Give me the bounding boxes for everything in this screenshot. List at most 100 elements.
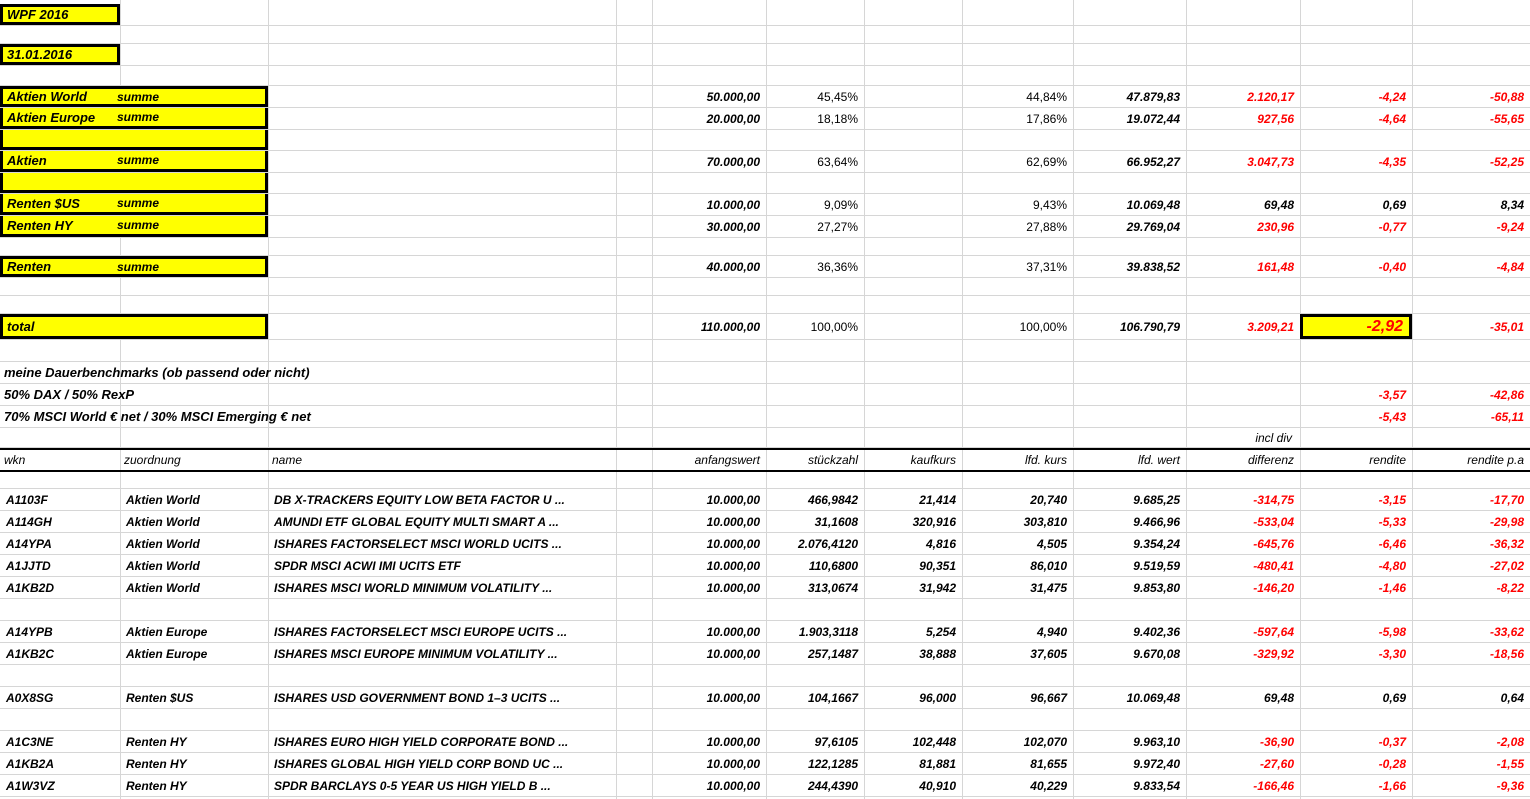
rendite-cell[interactable]: -0,37 [1378, 734, 1406, 749]
stueckzahl-cell[interactable]: 244,4390 [807, 778, 858, 793]
anfangswert-cell[interactable]: 10.000,00 [706, 690, 760, 705]
stueckzahl-pct-cell[interactable]: 100,00% [810, 319, 858, 334]
lfd-kurs-pct-cell[interactable]: 100,00% [1019, 319, 1067, 334]
rendite-pa-cell[interactable]: -65,11 [1490, 409, 1524, 424]
col-header-differenz[interactable]: differenz [1247, 453, 1294, 467]
kaufkurs-cell[interactable]: 90,351 [919, 558, 956, 573]
differenz-cell[interactable]: -27,60 [1259, 756, 1294, 771]
differenz-cell[interactable]: 69,48 [1263, 197, 1294, 212]
name-cell[interactable]: DB X-TRACKERS EQUITY LOW BETA FACTOR U .… [274, 492, 565, 507]
kaufkurs-cell[interactable]: 4,816 [925, 536, 956, 551]
lfd-wert-cell[interactable]: 9.972,40 [1133, 756, 1180, 771]
stueckzahl-cell[interactable]: 257,1487 [807, 646, 858, 661]
summary-label-cell[interactable]: Renten summe [0, 256, 268, 277]
col-header-anfangswert[interactable]: anfangswert [694, 453, 760, 467]
stueckzahl-cell[interactable]: 31,1608 [814, 514, 858, 529]
lfd-kurs-cell[interactable]: 40,229 [1030, 778, 1067, 793]
lfd-wert-cell[interactable]: 19.072,44 [1126, 111, 1180, 126]
differenz-cell[interactable]: -36,90 [1259, 734, 1294, 749]
zuordnung-cell[interactable]: Aktien World [126, 580, 200, 595]
rendite-pa-cell[interactable]: -55,65 [1489, 111, 1524, 126]
kaufkurs-cell[interactable]: 31,942 [919, 580, 956, 595]
lfd-wert-cell[interactable]: 39.838,52 [1126, 259, 1180, 274]
zuordnung-cell[interactable]: Aktien World [126, 536, 200, 551]
rendite-cell[interactable]: -0,77 [1378, 219, 1406, 234]
lfd-wert-cell[interactable]: 9.354,24 [1133, 536, 1180, 551]
name-cell[interactable]: ISHARES MSCI WORLD MINIMUM VOLATILITY ..… [274, 580, 553, 595]
lfd-kurs-pct-cell[interactable]: 17,86% [1026, 111, 1067, 126]
differenz-cell[interactable]: -645,76 [1253, 536, 1294, 551]
stueckzahl-pct-cell[interactable]: 36,36% [817, 259, 858, 274]
rendite-cell[interactable]: -3,57 [1378, 387, 1406, 402]
lfd-wert-cell[interactable]: 47.879,83 [1126, 89, 1180, 104]
name-cell[interactable]: ISHARES FACTORSELECT MSCI EUROPE UCITS .… [274, 624, 568, 639]
rendite-cell[interactable]: -0,40 [1378, 259, 1406, 274]
kaufkurs-cell[interactable]: 40,910 [919, 778, 956, 793]
kaufkurs-cell[interactable]: 5,254 [925, 624, 956, 639]
lfd-wert-cell[interactable]: 29.769,04 [1126, 219, 1180, 234]
wkn-cell[interactable]: A1KB2C [6, 646, 55, 661]
wkn-cell[interactable]: A1C3NE [6, 734, 54, 749]
wkn-cell[interactable]: A1W3VZ [6, 778, 55, 793]
stueckzahl-cell[interactable]: 313,0674 [807, 580, 858, 595]
differenz-cell[interactable]: -533,04 [1253, 514, 1294, 529]
rendite-cell[interactable]: -1,46 [1378, 580, 1406, 595]
lfd-wert-cell[interactable]: 10.069,48 [1126, 690, 1180, 705]
anfangswert-cell[interactable]: 10.000,00 [706, 514, 760, 529]
stueckzahl-pct-cell[interactable]: 45,45% [817, 89, 858, 104]
name-cell[interactable]: AMUNDI ETF GLOBAL EQUITY MULTI SMART A .… [274, 514, 559, 529]
kaufkurs-cell[interactable]: 320,916 [912, 514, 956, 529]
benchmark-label-cell[interactable]: 50% DAX / 50% RexP [4, 387, 135, 402]
lfd-wert-cell[interactable]: 9.963,10 [1133, 734, 1180, 749]
anfangswert-cell[interactable]: 10.000,00 [706, 778, 760, 793]
summary-label-cell[interactable]: Renten $US summe [0, 194, 268, 215]
lfd-wert-cell[interactable]: 66.952,27 [1126, 154, 1180, 169]
lfd-wert-cell[interactable]: 9.670,08 [1133, 646, 1180, 661]
wkn-cell[interactable]: A1KB2D [6, 580, 55, 595]
anfangswert-cell[interactable]: 10.000,00 [706, 646, 760, 661]
lfd-kurs-cell[interactable]: 102,070 [1023, 734, 1067, 749]
col-header-lfd-kurs[interactable]: lfd. kurs [1024, 453, 1067, 467]
lfd-wert-cell[interactable]: 9.833,54 [1133, 778, 1180, 793]
lfd-kurs-cell[interactable]: 31,475 [1030, 580, 1067, 595]
lfd-kurs-cell[interactable]: 20,740 [1030, 492, 1067, 507]
kaufkurs-cell[interactable]: 96,000 [919, 690, 956, 705]
lfd-kurs-pct-cell[interactable]: 27,88% [1026, 219, 1067, 234]
rendite-pa-cell[interactable]: -8,22 [1496, 580, 1524, 595]
stueckzahl-pct-cell[interactable]: 27,27% [817, 219, 858, 234]
differenz-cell[interactable]: -597,64 [1253, 624, 1294, 639]
col-header-kaufkurs[interactable]: kaufkurs [910, 453, 956, 467]
differenz-cell[interactable]: 161,48 [1257, 259, 1294, 274]
lfd-wert-cell[interactable]: 9.853,80 [1133, 580, 1180, 595]
rendite-cell[interactable]: -4,64 [1378, 111, 1406, 126]
summary-label-cell[interactable]: Aktien Europe summe [0, 108, 268, 129]
zuordnung-cell[interactable]: Aktien World [126, 558, 200, 573]
lfd-wert-cell[interactable]: 9.466,96 [1133, 514, 1180, 529]
wkn-cell[interactable]: A14YPA [6, 536, 52, 551]
zuordnung-cell[interactable]: Renten HY [126, 778, 187, 793]
name-cell[interactable]: ISHARES MSCI EUROPE MINIMUM VOLATILITY .… [274, 646, 558, 661]
name-cell[interactable]: SPDR MSCI ACWI IMI UCITS ETF [274, 558, 461, 573]
name-cell[interactable]: ISHARES FACTORSELECT MSCI WORLD UCITS ..… [274, 536, 562, 551]
rendite-pa-cell[interactable]: -2,08 [1496, 734, 1524, 749]
anfangswert-cell[interactable]: 10.000,00 [706, 536, 760, 551]
wkn-cell[interactable]: A1103F [6, 492, 48, 507]
stueckzahl-pct-cell[interactable]: 63,64% [817, 154, 858, 169]
wkn-cell[interactable]: A1KB2A [6, 756, 55, 771]
anfangswert-cell[interactable]: 10.000,00 [706, 580, 760, 595]
rendite-pa-cell[interactable]: -36,32 [1489, 536, 1524, 551]
stueckzahl-pct-cell[interactable]: 18,18% [817, 111, 858, 126]
col-header-rendite-pa[interactable]: rendite p.a [1467, 453, 1524, 467]
rendite-pa-cell[interactable]: -18,56 [1489, 646, 1524, 661]
rendite-pa-cell[interactable]: -50,88 [1489, 89, 1524, 104]
benchmark-title-cell[interactable]: meine Dauerbenchmarks (ob passend oder n… [4, 365, 310, 380]
lfd-wert-cell[interactable]: 9.402,36 [1133, 624, 1180, 639]
stueckzahl-cell[interactable]: 104,1667 [807, 690, 858, 705]
rendite-cell[interactable]: -5,43 [1378, 409, 1406, 424]
anfangswert-cell[interactable]: 10.000,00 [706, 197, 760, 212]
lfd-kurs-cell[interactable]: 4,505 [1036, 536, 1067, 551]
rendite-pa-cell[interactable]: -35,01 [1489, 319, 1524, 334]
lfd-kurs-cell[interactable]: 303,810 [1023, 514, 1067, 529]
wkn-cell[interactable]: A1JJTD [6, 558, 51, 573]
lfd-kurs-pct-cell[interactable]: 62,69% [1026, 154, 1067, 169]
